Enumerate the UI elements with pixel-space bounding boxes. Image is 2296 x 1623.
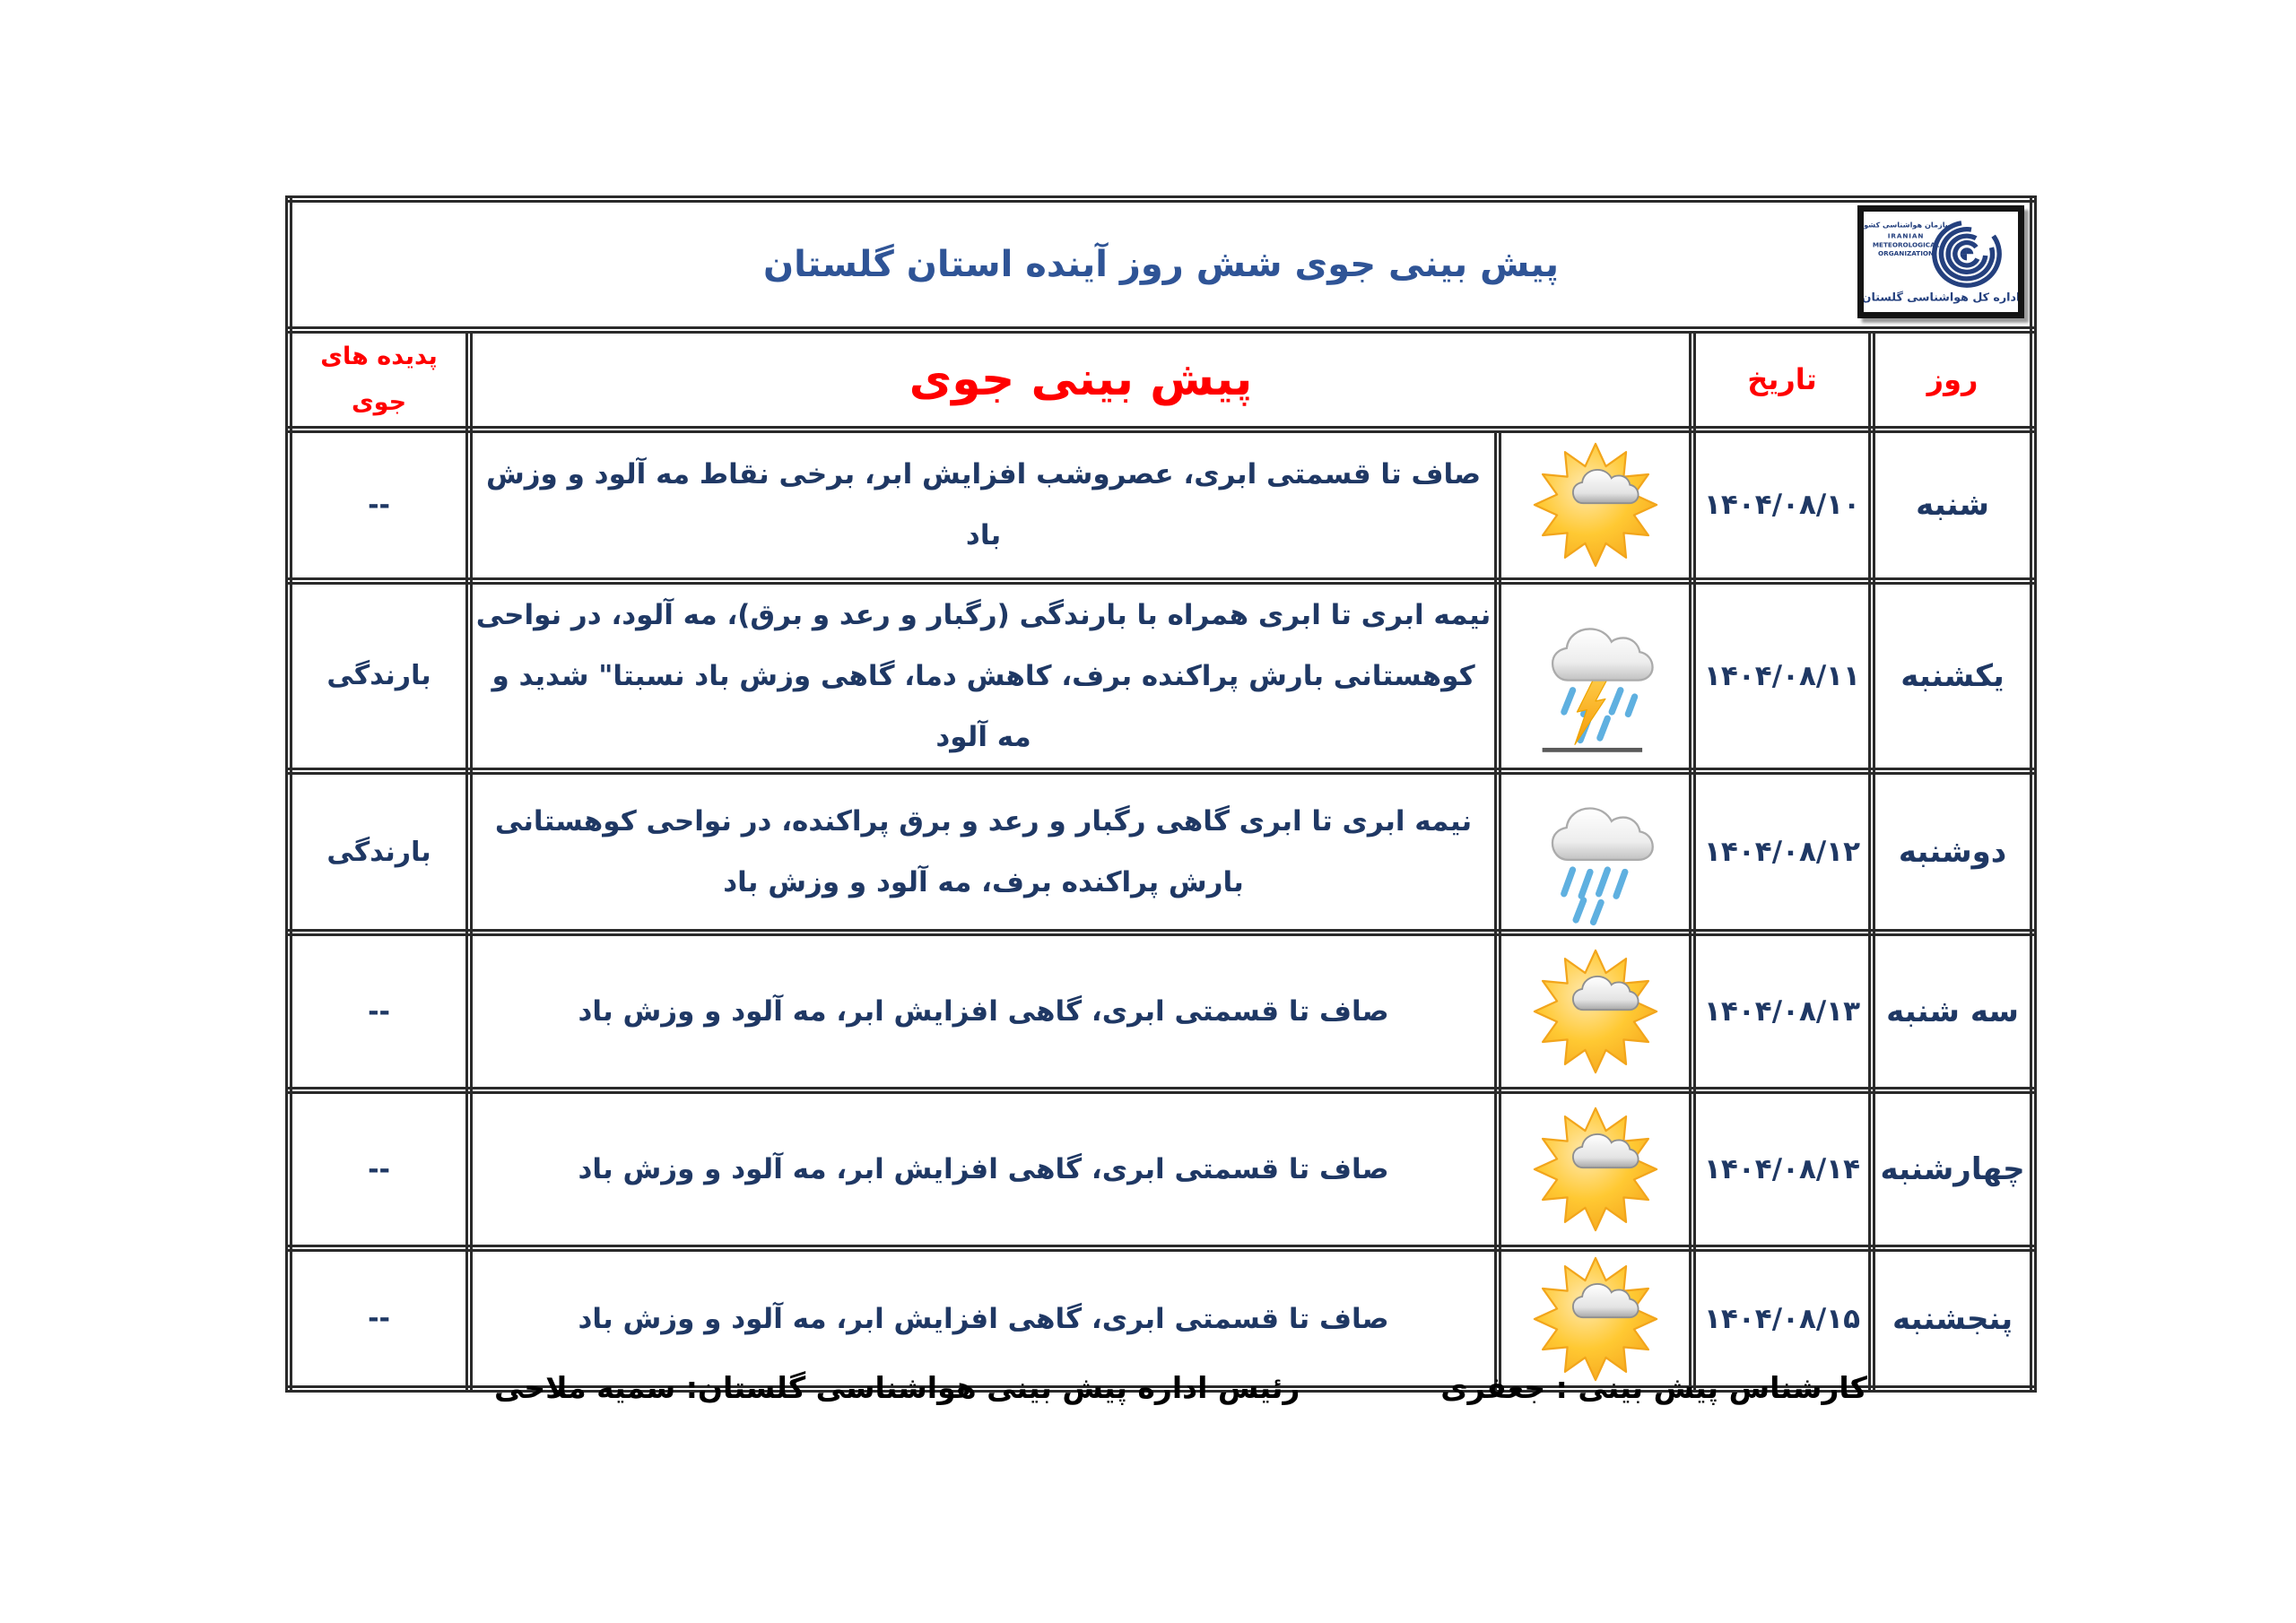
day-label: پنجشنبه [1868,1245,2038,1393]
title-row: پیش بینی جوی شش روز آینده استان گلستان [284,195,2038,334]
small-cloud [1571,1133,1639,1169]
weather-icon-cell [1494,929,1697,1095]
date-value: ۱۴۰۴/۰۸/۱۲ [1689,768,1876,937]
phenomena-value: بارندگی [284,768,474,937]
sun-star [1533,1256,1657,1381]
forecast-row-sunday: یکشنبه ۱۴۰۴/۰۸/۱۱ [284,577,2038,776]
sun-star [1533,1107,1657,1232]
forecast-text: صاف تا قسمتی ابری، عصروشب افزایش ابر، بر… [465,425,1502,585]
page-title: پیش بینی جوی شش روز آینده استان گلستان [763,244,1560,285]
rain-cloud [1551,807,1654,862]
phenomena-value: -- [284,1087,474,1253]
weather-icon-cell [1494,768,1697,937]
phenomena-value: -- [284,929,474,1095]
date-value: ۱۴۰۴/۰۸/۱۰ [1689,425,1876,585]
forecast-row-monday: دوشنبه ۱۴۰۴/۰۸/۱۲ نیمه ابری تا ابری گاهی… [284,768,2038,937]
col-header-date: تاریخ [1689,326,1876,433]
forecast-text: صاف تا قسمتی ابری، گاهی افزایش ابر، مه آ… [465,1087,1502,1253]
weather-icon [1501,438,1689,571]
header-row: روز تاریخ پیش بینی جوی پدیده های جوی [284,326,2038,433]
small-cloud [1571,976,1639,1011]
phenomena-value: -- [284,1245,474,1393]
day-label: دوشنبه [1868,768,2038,937]
phenomena-value: -- [284,425,474,585]
day-label: یکشنبه [1868,577,2038,776]
logo-graphic: سازمان هواشناسی کشور IRANIAN METEOROLOGI… [1864,220,2018,304]
small-cloud [1571,1282,1639,1318]
forecast-row-tuesday: سه شنبه ۱۴۰۴/۰۸/۱۳ صاف تا قسمتی ابری، گا… [284,929,2038,1095]
col-header-phenomena: پدیده های جوی [284,326,474,433]
day-label: شنبه [1868,425,2038,585]
lightning-bolt [1573,672,1612,745]
weather-icon-cell [1494,1087,1697,1253]
logo-org-en1: IRANIAN [1888,232,1925,240]
sun-cloud-icon [1533,1107,1657,1232]
col-header-day: روز [1868,326,2038,433]
date-value: ۱۴۰۴/۰۸/۱۱ [1689,577,1876,776]
weather-icon [1501,1253,1689,1385]
forecast-row-saturday: شنبه ۱۴۰۴/۰۸/۱۰ صاف تا قسمتی ابری، عصروش… [284,425,2038,585]
weather-icon-cell [1494,425,1697,585]
storm-cloud [1551,628,1654,681]
logo-org-fa: سازمان هواشناسی کشور [1864,221,1952,230]
forecast-text: نیمه ابری تا ابری گاهی رگبار و رعد و برق… [465,768,1502,937]
logo-org-en3: ORGANIZATION [1878,249,1934,257]
forecast-text: صاف تا قسمتی ابری، گاهی افزایش ابر، مه آ… [465,929,1502,1095]
weather-icon [1501,945,1689,1078]
forecast-office-chief-signature: رئیس اداره پیش بینی هواشناسی گلستان: سمی… [494,1370,1300,1405]
weather-icon [1501,1103,1689,1236]
sun-cloud-icon [1533,1256,1657,1381]
rain-streaks [1560,686,1638,743]
meteorological-org-logo: سازمان هواشناسی کشور IRANIAN METEOROLOGI… [1857,205,2025,318]
weather-icon-cell [1494,1245,1697,1393]
forecast-row-wednesday: چهارشنبه ۱۴۰۴/۰۸/۱۴ صاف تا قسمتی ابری، گ… [284,1087,2038,1253]
weather-icon [1501,599,1689,753]
sun-star [1533,442,1657,568]
rain-streaks [1560,866,1628,926]
date-value: ۱۴۰۴/۰۸/۱۵ [1689,1245,1876,1393]
date-value: ۱۴۰۴/۰۸/۱۳ [1689,929,1876,1095]
logo-office-fa: اداره کل هواشناسی گلستان [1864,291,2018,304]
sun-cloud-icon [1533,442,1657,568]
sun-star [1533,949,1657,1074]
weather-icon-cell [1494,577,1697,776]
sun-cloud-icon [1533,949,1657,1074]
forecast-table: پیش بینی جوی شش روز آینده استان گلستان [284,195,2038,1393]
col-header-forecast: پیش بینی جوی [465,326,1697,433]
rain-cloud-icon [1551,807,1654,926]
weather-icon [1501,778,1689,926]
day-label: چهارشنبه [1868,1087,2038,1253]
day-label: سه شنبه [1868,929,2038,1095]
phenomena-value: بارندگی [284,577,474,776]
forecast-row-thursday: پنجشنبه ۱۴۰۴/۰۸/۱۵ صاف تا قسمتی ابری، گا… [284,1245,2038,1393]
logo-org-en2: METEOROLOGICAL [1873,240,1940,248]
forecast-text: صاف تا قسمتی ابری، گاهی افزایش ابر، مه آ… [465,1245,1502,1393]
date-value: ۱۴۰۴/۰۸/۱۴ [1689,1087,1876,1253]
thunderstorm-icon [1542,628,1654,752]
forecast-text: نیمه ابری تا ابری همراه با بارندگی (رگبا… [465,577,1502,776]
forecast-expert-signature: کارشناس پیش بینی : جعفری [1440,1370,1867,1405]
image-edge-bar [1542,747,1642,752]
small-cloud [1571,469,1639,505]
